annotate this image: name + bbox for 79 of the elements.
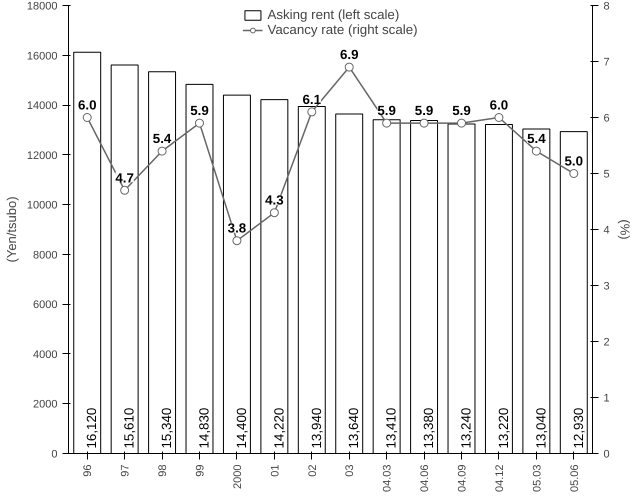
- y2-axis-title: (%): [618, 219, 633, 240]
- x-tick-label: 2000: [232, 464, 244, 489]
- x-tick-label: 01: [269, 464, 282, 477]
- data-label: 13,410: [384, 408, 399, 448]
- y-tick-label: 18000: [26, 0, 58, 12]
- y-tick-label: 16000: [26, 50, 58, 62]
- y2-tick-label: 8: [604, 0, 610, 12]
- point: [344, 62, 354, 72]
- data-label: 5.9: [452, 103, 471, 118]
- point: [457, 118, 466, 128]
- data-label: 3.8: [228, 220, 246, 236]
- data-label: 14,400: [234, 408, 249, 448]
- point: [307, 107, 316, 116]
- data-label: 16,120: [84, 408, 100, 448]
- data-label: 6.0: [490, 98, 508, 112]
- x-tick-label: 04.03: [382, 464, 394, 492]
- point: [420, 118, 429, 128]
- y-tick-label: 4000: [33, 348, 58, 361]
- y2-tick-label: 4: [604, 224, 610, 236]
- x-tick-label: 02: [306, 464, 319, 477]
- point: [82, 113, 92, 122]
- x-tick-label: 05.06: [568, 464, 581, 492]
- data-label: 13,040: [533, 408, 548, 448]
- point: [270, 208, 279, 218]
- x-tick-label: 04.06: [419, 464, 432, 492]
- data-label: 13,640: [346, 408, 362, 448]
- data-label: 13,940: [308, 408, 324, 448]
- y2-tick-label: 7: [604, 56, 610, 68]
- x-tick-label: 04.09: [456, 464, 468, 492]
- data-label: 5.4: [527, 131, 546, 146]
- y2-tick-label: 0: [604, 448, 610, 460]
- data-label: 5.9: [377, 103, 396, 118]
- point: [158, 146, 167, 156]
- data-label: 13,220: [496, 408, 511, 448]
- x-tick-label: 97: [120, 464, 132, 477]
- data-label: 5.0: [564, 154, 584, 168]
- y2-tick-label: 1: [604, 392, 610, 404]
- data-label: 6.1: [302, 92, 322, 107]
- y-tick-label: 12000: [26, 150, 58, 162]
- data-label: 5.9: [414, 103, 434, 118]
- data-label: 6.0: [78, 98, 96, 112]
- point: [120, 186, 130, 195]
- y2-tick-label: 2: [604, 336, 610, 348]
- y2-tick-label: 3: [604, 280, 610, 292]
- y2-tick-label: 6: [604, 112, 610, 124]
- data-label: 5.4: [152, 131, 172, 146]
- data-label: 14,830: [196, 408, 212, 448]
- x-tick-label: 03: [344, 464, 356, 477]
- y-tick-label: 8000: [33, 249, 58, 262]
- point: [195, 118, 204, 128]
- x-tick-label: 96: [82, 464, 94, 477]
- x-tick-label: 98: [157, 464, 170, 477]
- legend-label: Vacancy rate (right scale): [267, 22, 418, 37]
- point: [232, 236, 242, 246]
- data-label: 12,930: [570, 408, 586, 448]
- data-label: 6.9: [340, 47, 358, 62]
- x-tick-label: 04.12: [494, 464, 506, 492]
- y-tick-label: 6000: [33, 299, 58, 312]
- point: [532, 146, 541, 156]
- data-label: 13,240: [458, 408, 474, 448]
- y-tick-label: 0: [51, 448, 58, 460]
- point: [382, 118, 392, 128]
- data-label: 13,380: [421, 408, 436, 448]
- data-label: 15,340: [159, 408, 174, 448]
- point: [569, 169, 578, 178]
- point: [494, 113, 504, 122]
- y2-tick-label: 5: [604, 168, 610, 180]
- data-label: 14,220: [271, 408, 286, 448]
- legend-label: Asking rent (left scale): [267, 7, 400, 22]
- y-tick-label: 14000: [26, 100, 58, 112]
- data-label: 4.7: [115, 170, 134, 186]
- data-label: 4.3: [265, 192, 284, 208]
- y-tick-label: 10000: [26, 200, 58, 212]
- y-axis-title: (Yen/tsubo): [4, 196, 19, 263]
- x-tick-label: 05.03: [531, 464, 544, 492]
- data-label: 5.9: [190, 103, 209, 118]
- data-label: 15,610: [122, 408, 137, 448]
- y-tick-label: 2000: [33, 398, 58, 411]
- x-tick-label: 99: [194, 464, 206, 477]
